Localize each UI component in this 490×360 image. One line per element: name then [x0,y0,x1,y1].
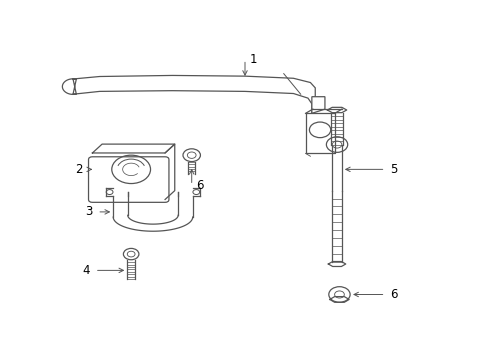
Polygon shape [312,97,325,113]
Text: 2: 2 [75,163,83,176]
Text: 4: 4 [82,264,90,277]
Text: 6: 6 [391,288,398,301]
Text: 3: 3 [85,206,93,219]
Text: 1: 1 [250,53,257,66]
Polygon shape [62,76,315,113]
Text: 6: 6 [196,179,204,192]
Text: 5: 5 [391,163,398,176]
FancyBboxPatch shape [89,157,169,202]
